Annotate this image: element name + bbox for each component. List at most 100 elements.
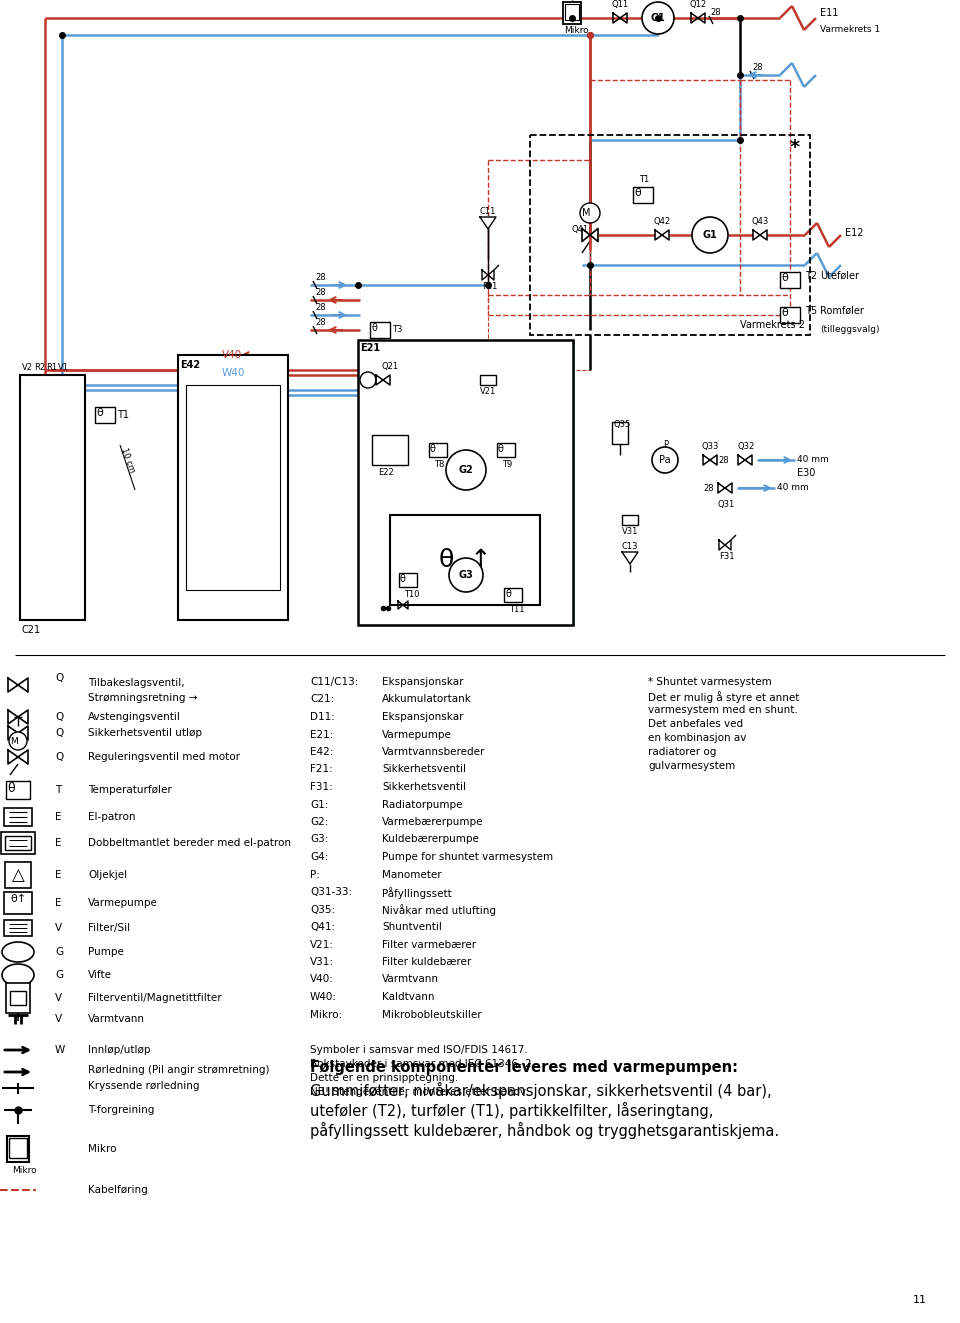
Bar xyxy=(429,443,447,456)
Text: Mikro: Mikro xyxy=(564,26,588,34)
Text: θ: θ xyxy=(7,782,14,795)
Text: 28: 28 xyxy=(710,8,721,17)
Text: Q41:: Q41: xyxy=(310,922,335,931)
Text: Mikro: Mikro xyxy=(12,1166,36,1175)
Bar xyxy=(480,374,496,385)
Text: Påfyllingssett: Påfyllingssett xyxy=(382,886,452,898)
Bar xyxy=(497,443,515,456)
Text: Vifte: Vifte xyxy=(88,970,112,980)
Text: E42:: E42: xyxy=(310,747,333,757)
Text: radiatorer og: radiatorer og xyxy=(648,747,716,757)
Text: Varmtvann: Varmtvann xyxy=(382,975,439,984)
Bar xyxy=(399,573,417,587)
Circle shape xyxy=(692,217,728,253)
Circle shape xyxy=(446,450,486,490)
Text: V21: V21 xyxy=(480,388,496,396)
Text: T8: T8 xyxy=(434,460,444,468)
Bar xyxy=(530,135,810,335)
Text: Q43: Q43 xyxy=(752,217,769,226)
Bar xyxy=(372,435,408,464)
Text: V31:: V31: xyxy=(310,957,334,967)
Bar xyxy=(370,321,390,337)
Text: uteføler (T2), turføler (T1), partikkelfilter, låseringtang,: uteføler (T2), turføler (T1), partikkelf… xyxy=(310,1102,713,1119)
Text: Dette er en prinsipptegning.: Dette er en prinsipptegning. xyxy=(310,1073,458,1084)
Text: Q: Q xyxy=(55,728,63,738)
Text: Kryssende rørledning: Kryssende rørledning xyxy=(88,1081,200,1091)
Text: NB! Stengeventiler monteres etter behov.: NB! Stengeventiler monteres etter behov. xyxy=(310,1088,529,1097)
Text: Avstengingsventil: Avstengingsventil xyxy=(88,712,180,722)
Text: C11/C13:: C11/C13: xyxy=(310,677,358,687)
Text: P:: P: xyxy=(310,869,320,880)
Text: △: △ xyxy=(12,867,24,884)
Text: Mikrobobleutskiller: Mikrobobleutskiller xyxy=(382,1009,482,1020)
Text: 40 mm: 40 mm xyxy=(777,483,808,492)
Text: Filter kuldebærer: Filter kuldebærer xyxy=(382,957,471,967)
Text: Innløp/utløp: Innløp/utløp xyxy=(88,1045,151,1054)
Bar xyxy=(7,1136,29,1162)
Text: F21:: F21: xyxy=(310,765,333,774)
Text: Shuntventil: Shuntventil xyxy=(382,922,442,931)
Text: Q42: Q42 xyxy=(654,217,671,226)
Text: G1: G1 xyxy=(651,13,665,22)
Text: θ: θ xyxy=(505,589,511,599)
Text: Q21: Q21 xyxy=(381,363,398,370)
Text: C21: C21 xyxy=(22,624,41,635)
Bar xyxy=(5,836,31,849)
Text: varmesystem med en shunt.: varmesystem med en shunt. xyxy=(648,705,798,714)
Bar xyxy=(358,340,573,624)
Text: E21:: E21: xyxy=(310,729,333,740)
Text: T: T xyxy=(55,785,61,795)
Text: Pa: Pa xyxy=(660,455,671,464)
Polygon shape xyxy=(622,552,638,564)
Text: Q35: Q35 xyxy=(614,419,632,429)
Text: Kaldtvann: Kaldtvann xyxy=(382,992,435,1002)
Text: T3: T3 xyxy=(392,325,402,335)
Text: Nivåkar med utlufting: Nivåkar med utlufting xyxy=(382,905,496,917)
Text: Uteføler: Uteføler xyxy=(820,271,859,280)
Text: V2: V2 xyxy=(22,363,33,372)
Text: E42: E42 xyxy=(180,360,200,370)
Text: Pumpe for shuntet varmesystem: Pumpe for shuntet varmesystem xyxy=(382,852,553,863)
Bar xyxy=(780,273,800,288)
Bar xyxy=(504,587,522,602)
Bar xyxy=(20,374,85,620)
Circle shape xyxy=(9,732,27,750)
Text: 28: 28 xyxy=(718,456,729,464)
Text: W40: W40 xyxy=(222,368,246,378)
Text: Q41: Q41 xyxy=(572,225,589,234)
Text: E11: E11 xyxy=(820,8,838,19)
Text: Varmtvann: Varmtvann xyxy=(88,1013,145,1024)
Text: Rørledning (Pil angir strømretning): Rørledning (Pil angir strømretning) xyxy=(88,1065,270,1076)
Text: G1:: G1: xyxy=(310,799,328,810)
Text: Radiatorpumpe: Radiatorpumpe xyxy=(382,799,463,810)
Circle shape xyxy=(652,447,678,474)
Bar xyxy=(565,4,579,20)
Text: 40 mm: 40 mm xyxy=(797,455,828,464)
Text: G4:: G4: xyxy=(310,852,328,863)
Text: Det anbefales ved: Det anbefales ved xyxy=(648,718,743,729)
Text: V40: V40 xyxy=(222,351,242,360)
Text: Q12: Q12 xyxy=(690,0,708,9)
Text: T1: T1 xyxy=(117,410,129,419)
Text: Sikkerhetsventil: Sikkerhetsventil xyxy=(382,782,466,792)
Text: V: V xyxy=(55,923,62,933)
Bar xyxy=(10,991,26,1005)
Text: Varmekrets 2: Varmekrets 2 xyxy=(740,320,805,329)
Bar xyxy=(186,385,280,590)
Text: Q: Q xyxy=(55,751,63,762)
Text: T9: T9 xyxy=(502,460,513,468)
Text: Filterventil/Magnetittfilter: Filterventil/Magnetittfilter xyxy=(88,994,222,1003)
Text: G2: G2 xyxy=(459,464,473,475)
Text: F21: F21 xyxy=(482,282,497,291)
Text: θ: θ xyxy=(96,407,103,418)
Text: Varmepumpe: Varmepumpe xyxy=(88,898,157,908)
Circle shape xyxy=(360,372,376,388)
Text: Mikro: Mikro xyxy=(88,1144,116,1154)
Text: 28: 28 xyxy=(315,303,325,312)
Bar xyxy=(4,808,32,826)
Text: V1: V1 xyxy=(58,363,69,372)
Text: θ↑: θ↑ xyxy=(10,894,26,904)
Text: P: P xyxy=(663,441,668,448)
Text: Romføler: Romføler xyxy=(820,306,864,316)
Text: Det er mulig å styre et annet: Det er mulig å styre et annet xyxy=(648,691,800,703)
